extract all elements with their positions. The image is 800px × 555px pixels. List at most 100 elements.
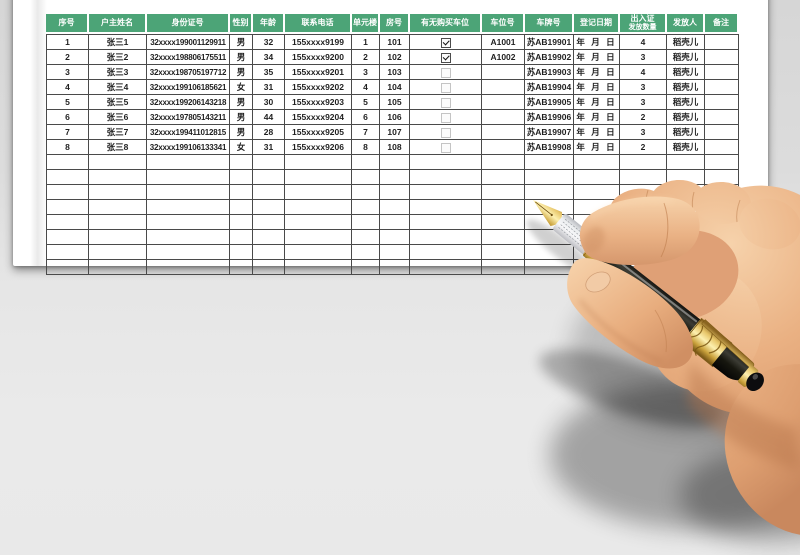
- pen-nib-icon: [533, 200, 563, 226]
- cell-empty: [410, 185, 482, 201]
- paper-fold-shade: [30, 0, 47, 266]
- cell-id: 32xxxx199106133341: [147, 140, 230, 156]
- cell-issuer: 稻壳儿: [667, 80, 705, 96]
- cell-cards: 3: [620, 125, 667, 141]
- parking-checkbox-icon[interactable]: [440, 127, 451, 138]
- cell-name: 张三7: [89, 125, 147, 141]
- cell-date: 年 月 日: [574, 110, 620, 126]
- column-header-space: 车位号: [482, 14, 525, 35]
- cell-plate: 苏AB19901: [525, 34, 574, 51]
- cell-age: 32: [253, 34, 285, 51]
- cell-empty: [380, 215, 410, 231]
- cell-parking: [410, 95, 482, 111]
- cell-gender: 男: [230, 50, 253, 66]
- cell-phone: 155xxxx9203: [285, 95, 352, 111]
- parking-checkbox-checked-icon[interactable]: [440, 52, 451, 63]
- cell-empty: [230, 170, 253, 186]
- hand-holding-pen-photo: [526, 179, 800, 543]
- cell-issuer: 稻壳儿: [667, 34, 705, 51]
- cell-empty: [525, 185, 574, 201]
- cell-empty: [352, 230, 380, 246]
- cell-space: [482, 80, 525, 96]
- cell-space: [482, 65, 525, 81]
- cell-room: 103: [380, 65, 410, 81]
- parking-checkbox-checked-icon[interactable]: [440, 37, 451, 48]
- cell-no: 1: [46, 34, 89, 51]
- cell-phone: 155xxxx9205: [285, 125, 352, 141]
- cell-room: 106: [380, 110, 410, 126]
- cell-name: 张三4: [89, 80, 147, 96]
- cell-name: 张三8: [89, 140, 147, 156]
- cell-empty: [482, 155, 525, 171]
- cell-empty: [285, 245, 352, 261]
- column-header-date: 登记日期: [574, 14, 620, 35]
- table-row-empty: [46, 155, 739, 171]
- cell-note: [705, 50, 739, 66]
- cell-empty: [574, 170, 620, 186]
- cell-note: [705, 125, 739, 141]
- cell-id: 32xxxx199411012815: [147, 125, 230, 141]
- parking-checkbox-icon[interactable]: [440, 112, 451, 123]
- cell-empty: [230, 245, 253, 261]
- cell-empty: [46, 260, 89, 276]
- cell-empty: [352, 245, 380, 261]
- cell-empty: [285, 170, 352, 186]
- cell-name: 张三6: [89, 110, 147, 126]
- column-header-no: 序号: [46, 14, 89, 35]
- cell-space: [482, 110, 525, 126]
- cell-unit: 1: [352, 34, 380, 51]
- parking-checkbox-icon[interactable]: [440, 82, 451, 93]
- cell-empty: [574, 185, 620, 201]
- cell-empty: [380, 230, 410, 246]
- cell-empty: [89, 245, 147, 261]
- parking-checkbox-icon[interactable]: [440, 97, 451, 108]
- thumbnail: [585, 271, 611, 293]
- cell-empty: [620, 170, 667, 186]
- cell-name: 张三5: [89, 95, 147, 111]
- cell-empty: [230, 155, 253, 171]
- cell-unit: 7: [352, 125, 380, 141]
- cell-name: 张三3: [89, 65, 147, 81]
- cell-empty: [410, 245, 482, 261]
- cell-room: 105: [380, 95, 410, 111]
- cell-empty: [285, 215, 352, 231]
- cell-room: 102: [380, 50, 410, 66]
- cell-empty: [46, 245, 89, 261]
- cell-cards: 2: [620, 140, 667, 156]
- cell-empty: [46, 200, 89, 216]
- cell-empty: [230, 215, 253, 231]
- cell-id: 32xxxx197805143211: [147, 110, 230, 126]
- cell-empty: [410, 200, 482, 216]
- cell-empty: [525, 170, 574, 186]
- cell-empty: [230, 185, 253, 201]
- cell-empty: [285, 155, 352, 171]
- cell-age: 34: [253, 50, 285, 66]
- cell-gender: 女: [230, 80, 253, 96]
- cell-space: [482, 140, 525, 156]
- cell-cards: 4: [620, 65, 667, 81]
- cell-parking: [410, 125, 482, 141]
- cell-issuer: 稻壳儿: [667, 50, 705, 66]
- table-row: 1 张三1 32xxxx199001129911 男 32 155xxxx9199 1 101…: [46, 34, 739, 51]
- parking-checkbox-icon[interactable]: [440, 67, 451, 78]
- cell-parking: [410, 34, 482, 51]
- cell-date: 年 月 日: [574, 125, 620, 141]
- cell-empty: [46, 230, 89, 246]
- cell-empty: [285, 200, 352, 216]
- cell-phone: 155xxxx9200: [285, 50, 352, 66]
- cell-unit: 4: [352, 80, 380, 96]
- cell-no: 5: [46, 95, 89, 111]
- column-header-note: 备注: [705, 14, 739, 35]
- cell-plate: 苏AB19907: [525, 125, 574, 141]
- cell-empty: [147, 170, 230, 186]
- parking-checkbox-icon[interactable]: [440, 142, 451, 153]
- cell-id: 32xxxx199206143218: [147, 95, 230, 111]
- cell-empty: [482, 215, 525, 231]
- cell-gender: 女: [230, 140, 253, 156]
- cell-empty: [410, 170, 482, 186]
- cell-empty: [89, 155, 147, 171]
- cell-empty: [285, 185, 352, 201]
- cell-unit: 5: [352, 95, 380, 111]
- cell-empty: [147, 260, 230, 276]
